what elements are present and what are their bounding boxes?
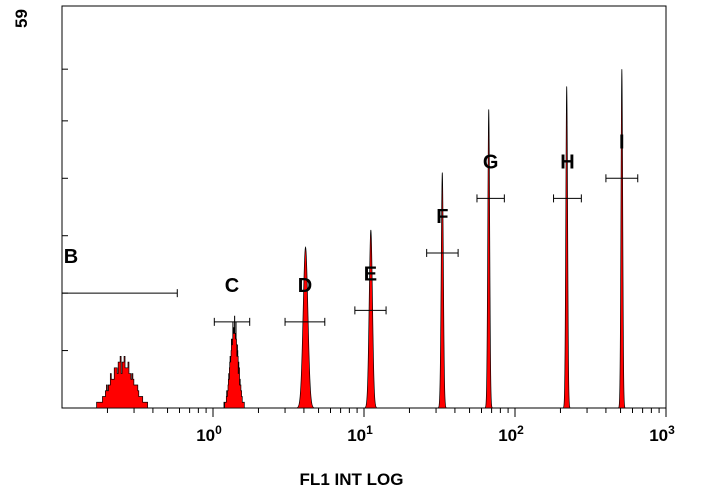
plot-frame — [61, 5, 667, 409]
x-tick-label: 102 — [498, 423, 524, 445]
x-tick-label: 103 — [649, 423, 675, 445]
x-tick-label: 100 — [196, 423, 222, 445]
x-ticks — [106, 408, 667, 417]
histogram-peaks — [82, 69, 626, 409]
gate-label: C — [225, 275, 239, 297]
histogram-peak — [438, 172, 447, 409]
gate-markers: B C D E F G H I — [61, 131, 639, 326]
gate-label: E — [364, 263, 377, 285]
y-ticks — [62, 68, 68, 352]
histogram-peak — [296, 246, 315, 409]
x-tick-label: 101 — [347, 423, 373, 445]
gate-label: H — [560, 151, 574, 173]
gate-label: F — [436, 206, 448, 228]
histogram-peak — [618, 69, 626, 409]
gate-label: I — [619, 131, 625, 153]
gate-label: D — [298, 275, 312, 297]
histogram-peak — [364, 229, 377, 409]
gate-label: G — [483, 151, 499, 173]
histogram-peak — [82, 355, 162, 409]
x-tick-labels: 100 101 102 103 — [196, 423, 675, 445]
gate-label: B — [64, 246, 78, 268]
histogram-peak — [485, 109, 493, 409]
histogram-peak — [563, 86, 571, 409]
histogram-peak — [220, 315, 248, 409]
x-axis-title: FL1 INT LOG — [299, 470, 404, 489]
y-max-label: 59 — [12, 9, 31, 28]
